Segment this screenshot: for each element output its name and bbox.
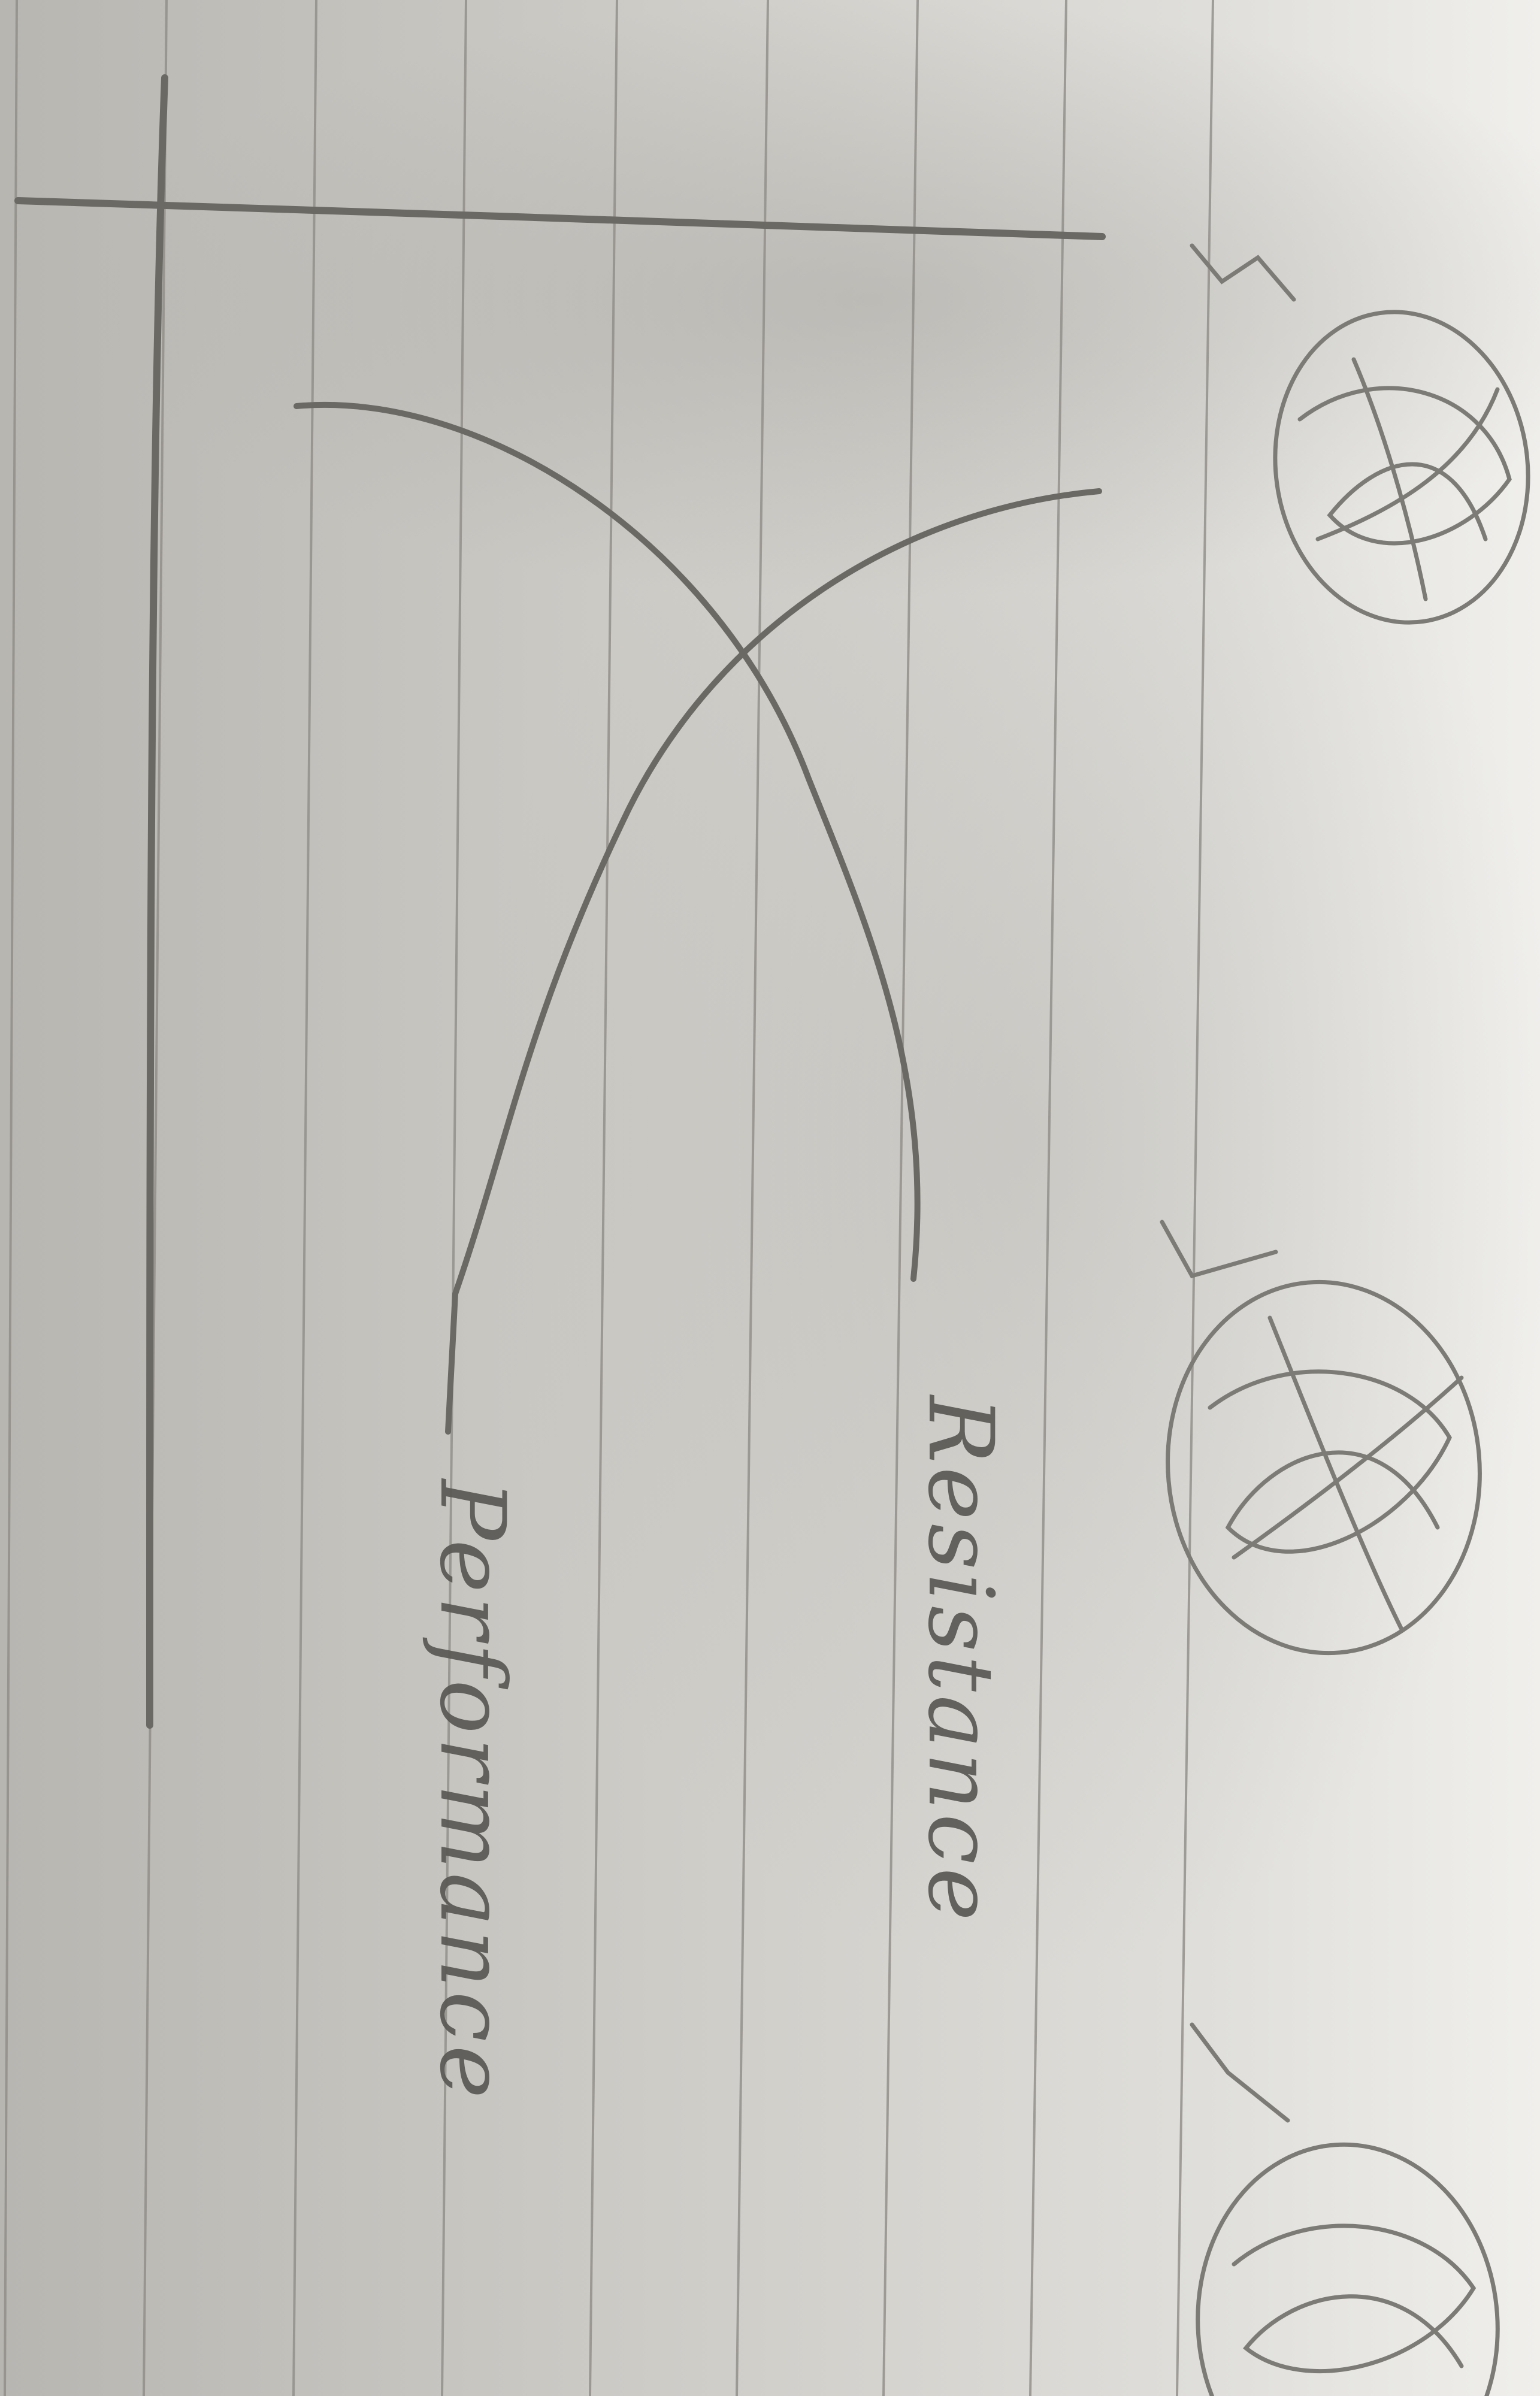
margin-doodles — [1160, 243, 1530, 2396]
performance-curve — [445, 488, 1102, 1435]
scribbled-circle-3 — [1196, 2142, 1500, 2396]
scribbled-circle-1 — [1273, 310, 1530, 625]
check-mark-3 — [1190, 2022, 1290, 2123]
check-mark-1 — [1190, 243, 1296, 302]
graph-axes — [14, 74, 1106, 1729]
performance-label: Performance — [420, 1480, 524, 2102]
ruled-lines — [4, 0, 1214, 2396]
vertical-axis — [146, 74, 168, 1729]
scribbled-circle-2 — [1166, 1279, 1482, 1656]
resistance-label: Resistance — [908, 1396, 1012, 1925]
check-mark-2 — [1160, 1220, 1278, 1279]
resistance-curve — [294, 401, 921, 1282]
horizontal-axis — [14, 197, 1106, 240]
graph-curves — [294, 401, 1102, 1435]
